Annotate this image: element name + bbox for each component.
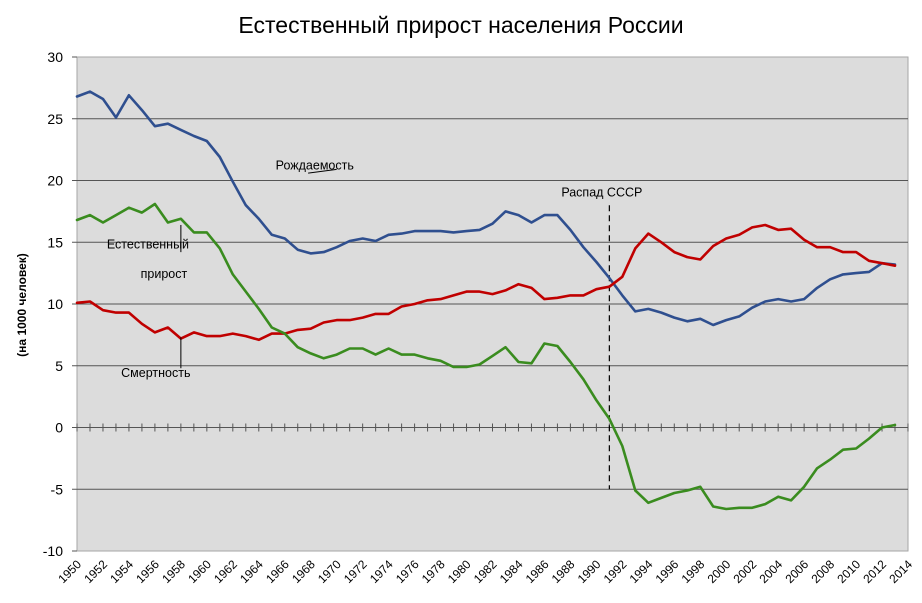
y-axis-label: (на 1000 человек) xyxy=(15,253,29,357)
y-tick-label: 15 xyxy=(47,234,63,250)
annotation-label: Естественный xyxy=(107,237,189,251)
x-tick-label: 1970 xyxy=(315,557,344,586)
x-tick-label: 1962 xyxy=(211,557,240,586)
x-tick-label: 1996 xyxy=(653,557,682,586)
y-tick-label: 10 xyxy=(47,296,63,312)
x-tick-label: 2004 xyxy=(756,557,785,586)
y-tick-label: 25 xyxy=(47,111,63,127)
annotation-label: Рождаемость xyxy=(276,158,354,172)
x-tick-label: 2012 xyxy=(860,557,889,586)
x-tick-label: 1990 xyxy=(575,557,604,586)
annotation-label: Распад СССР xyxy=(561,186,642,200)
x-tick-label: 1954 xyxy=(107,557,136,586)
x-tick-label: 1992 xyxy=(601,557,630,586)
x-tick-label: 1960 xyxy=(185,557,214,586)
x-tick-label: 1972 xyxy=(341,557,370,586)
y-tick-label: 5 xyxy=(55,358,63,374)
leader-line-birth xyxy=(308,168,337,174)
x-tick-label: 1976 xyxy=(393,557,422,586)
x-tick-label: 1974 xyxy=(367,557,396,586)
x-tick-label: 1964 xyxy=(237,557,266,586)
x-tick-label: 2000 xyxy=(705,557,734,586)
x-tick-label: 1988 xyxy=(549,557,578,586)
x-tick-label: 1958 xyxy=(159,557,188,586)
x-tick-label: 1980 xyxy=(445,557,474,586)
x-tick-label: 1978 xyxy=(419,557,448,586)
chart-title: Естественный прирост населения России xyxy=(238,12,684,38)
series-line-2 xyxy=(75,202,897,511)
annotation-label: прирост xyxy=(141,267,188,281)
annotation-label: Смертность xyxy=(121,366,190,380)
x-tick-label: 1994 xyxy=(627,557,656,586)
x-tick-label: 1956 xyxy=(133,557,162,586)
y-tick-label: 0 xyxy=(55,420,63,436)
series-line-0 xyxy=(75,90,897,327)
y-tick-label: 30 xyxy=(47,49,63,65)
x-tick-label: 2002 xyxy=(731,557,760,586)
series-line-1 xyxy=(75,223,897,342)
x-tick-label: 1952 xyxy=(81,557,110,586)
x-tick-label: 1950 xyxy=(55,557,84,586)
x-tick-label: 1998 xyxy=(679,557,708,586)
x-tick-label: 2014 xyxy=(886,557,915,586)
x-tick-label: 1986 xyxy=(523,557,552,586)
y-tick-label: -5 xyxy=(51,481,64,497)
x-tick-label: 2006 xyxy=(782,557,811,586)
x-tick-label: 1984 xyxy=(497,557,526,586)
x-tick-label: 2010 xyxy=(834,557,863,586)
x-tick-label: 1966 xyxy=(263,557,292,586)
x-tick-label: 2008 xyxy=(808,557,837,586)
y-tick-label: 20 xyxy=(47,173,63,189)
x-tick-label: 1982 xyxy=(471,557,500,586)
y-tick-label: -10 xyxy=(43,543,63,559)
x-tick-label: 1968 xyxy=(289,557,318,586)
